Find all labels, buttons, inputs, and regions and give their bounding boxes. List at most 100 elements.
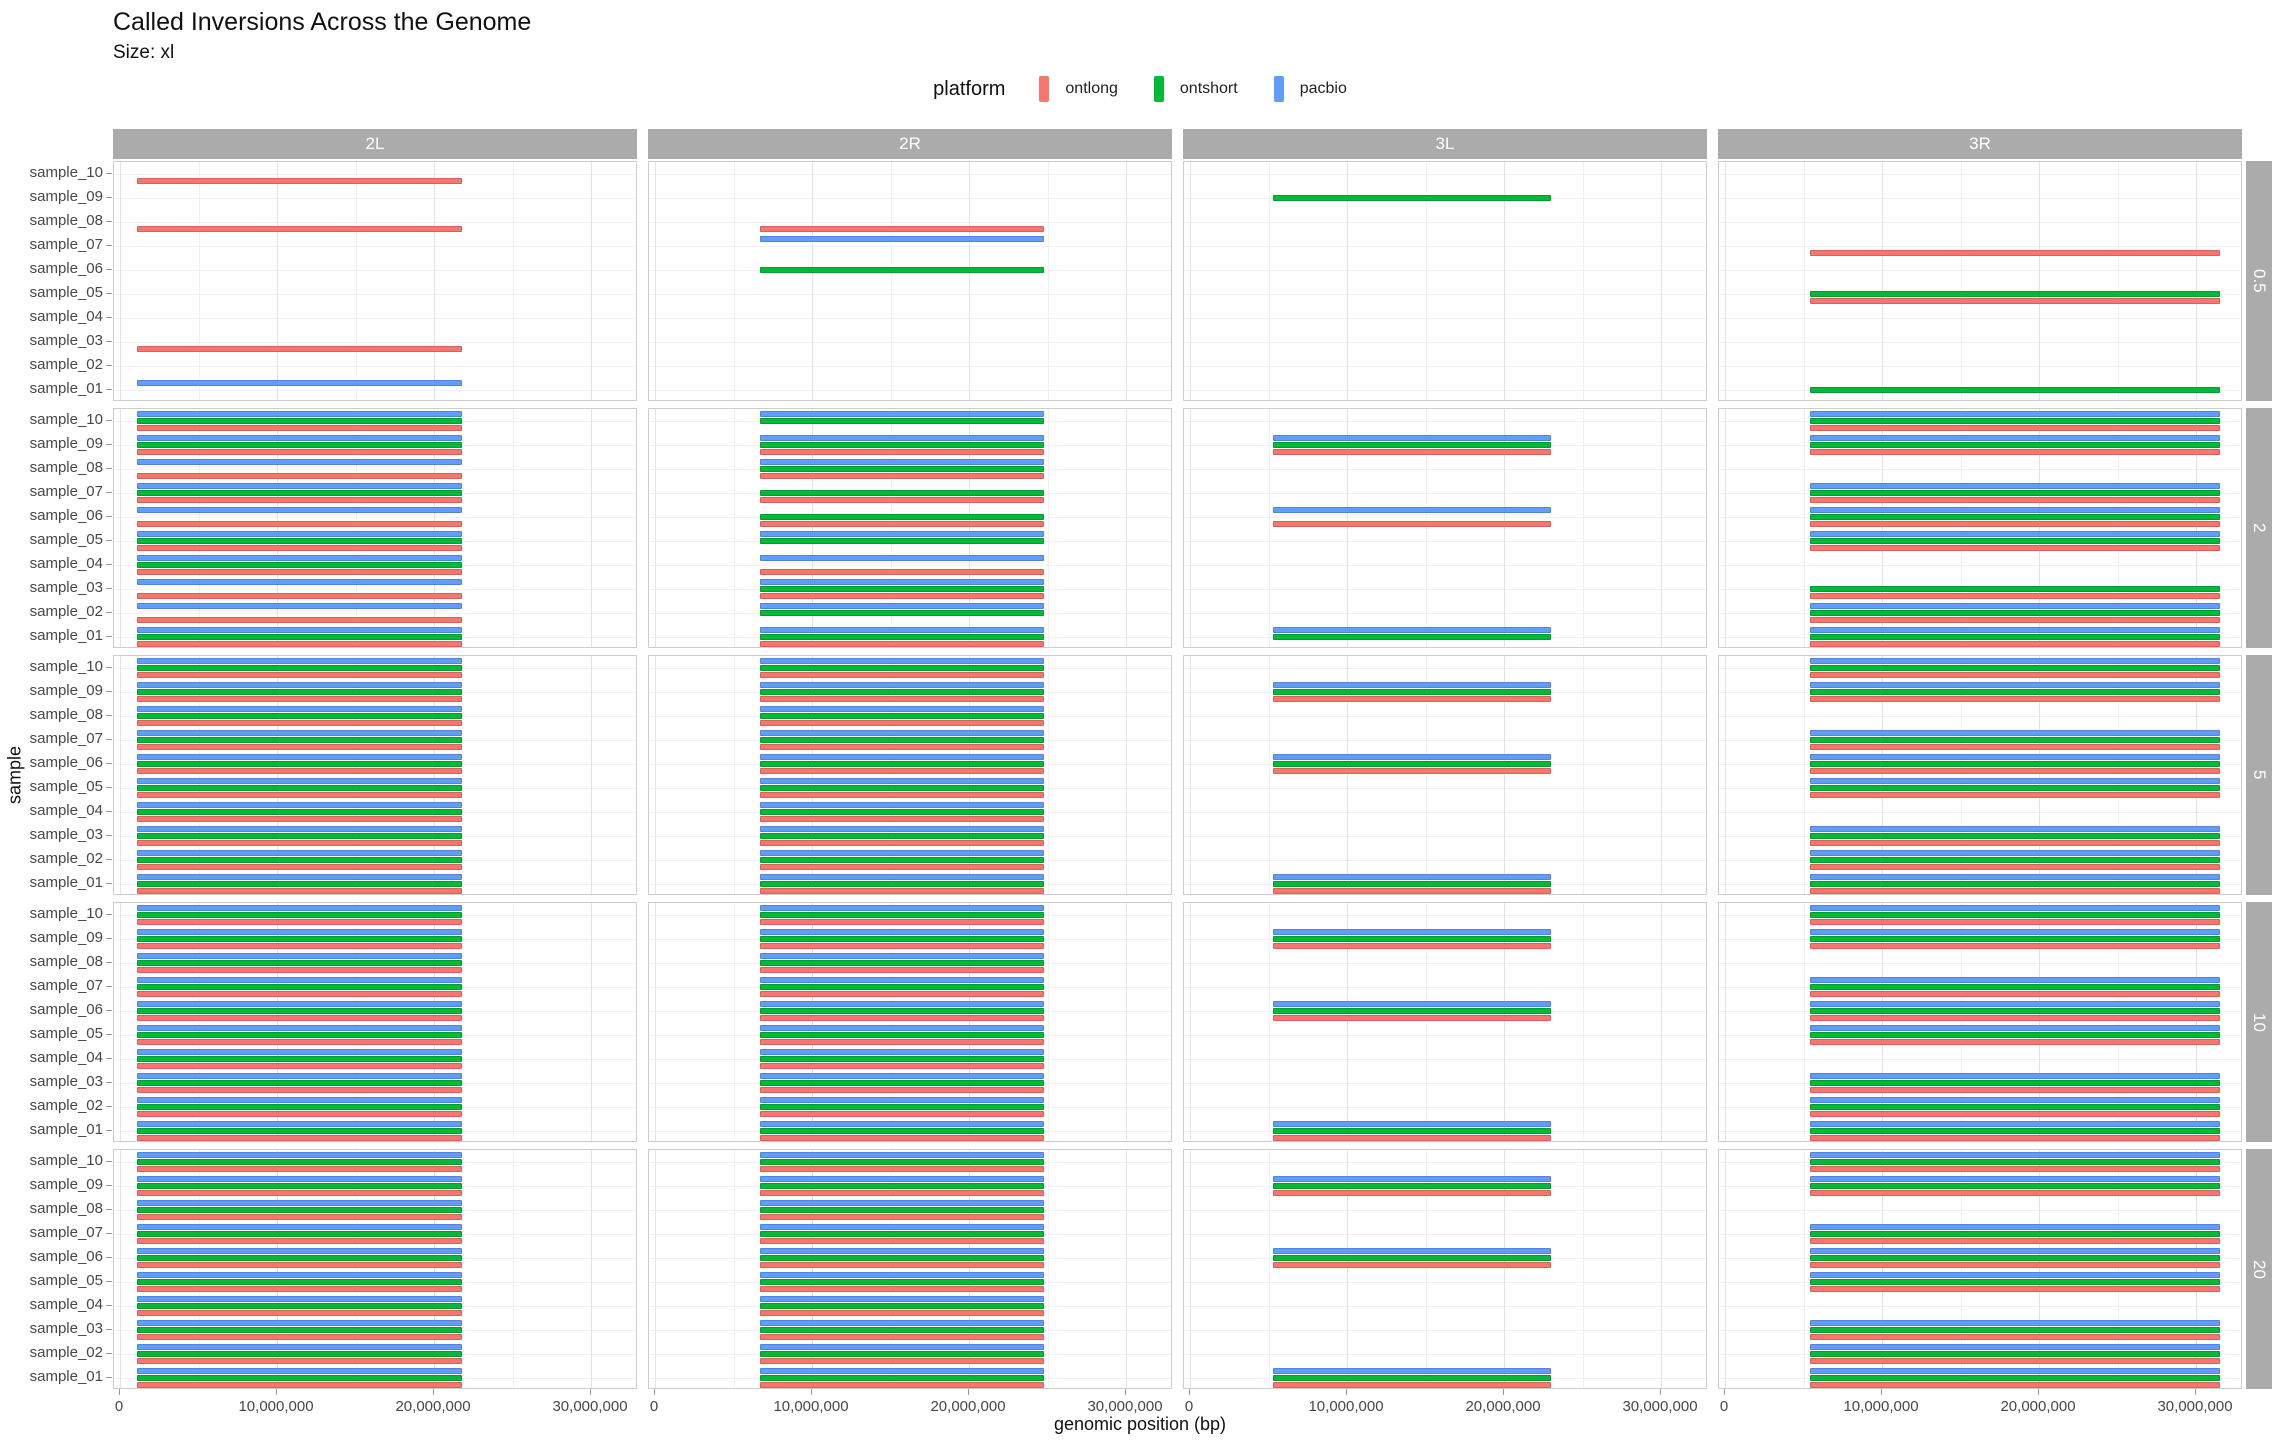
bar-ontlong xyxy=(760,967,1045,974)
gridline-h xyxy=(1184,421,1706,422)
bar-ontlong xyxy=(760,1111,1045,1118)
bar-ontshort xyxy=(1809,513,2220,521)
gridline-h xyxy=(1719,963,2241,964)
y-tick-label: sample_02 xyxy=(29,1344,103,1361)
bar-ontshort xyxy=(1809,609,2220,617)
bar-ontshort xyxy=(137,880,463,888)
bar-pacbio xyxy=(137,458,463,465)
bar-ontshort xyxy=(760,688,1045,696)
gridline-v-major xyxy=(1347,1150,1348,1388)
gridline-h xyxy=(1719,1210,2241,1211)
gridline-h xyxy=(1184,1282,1706,1283)
gridline-h xyxy=(1719,198,2241,199)
x-tick-mark xyxy=(1660,1389,1661,1395)
y-tick-mark xyxy=(106,245,112,246)
bar-pacbio xyxy=(1809,904,2220,911)
y-tick-label: sample_09 xyxy=(29,1176,103,1193)
bar-ontshort xyxy=(1809,1230,2220,1238)
bar-ontshort xyxy=(137,959,463,967)
bar-ontlong xyxy=(137,672,463,679)
gridline-h xyxy=(1184,1234,1706,1235)
gridline-v-minor xyxy=(1803,656,1805,894)
gridline-v-minor xyxy=(1803,903,1805,1141)
bar-ontshort xyxy=(1809,832,2220,840)
bar-ontshort xyxy=(1809,911,2220,919)
gridline-h xyxy=(1184,1306,1706,1307)
y-tick-label: sample_04 xyxy=(29,1296,103,1313)
bar-ontlong xyxy=(760,1310,1045,1317)
gridline-v-major xyxy=(2196,162,2197,400)
plot-title: Called Inversions Across the Genome xyxy=(113,8,532,36)
bar-ontshort xyxy=(137,1206,463,1214)
bar-ontlong xyxy=(1809,449,2220,456)
bar-ontlong xyxy=(137,1015,463,1022)
bar-pacbio xyxy=(1809,602,2220,609)
y-tick-label: sample_09 xyxy=(29,929,103,946)
gridline-h xyxy=(114,613,636,614)
facet-strip-top: 2L xyxy=(113,129,637,159)
gridline-v-major xyxy=(655,656,656,894)
gridline-v-minor xyxy=(733,409,735,647)
gridline-v-major xyxy=(812,409,813,647)
y-tick-label: sample_08 xyxy=(29,706,103,723)
gridline-v-major xyxy=(277,1150,278,1388)
gridline-h xyxy=(1184,963,1706,964)
bar-ontshort xyxy=(760,983,1045,991)
bar-pacbio xyxy=(137,681,463,688)
gridline-v-major xyxy=(2196,903,2197,1141)
legend-item-label: ontlong xyxy=(1065,80,1118,97)
bar-ontshort xyxy=(760,1326,1045,1334)
bar-ontlong xyxy=(760,720,1045,727)
y-tick-label: sample_03 xyxy=(29,1073,103,1090)
gridline-v-major xyxy=(120,903,121,1141)
bar-pacbio xyxy=(137,952,463,959)
gridline-v-minor xyxy=(1582,162,1584,400)
bar-pacbio xyxy=(760,1367,1045,1374)
bar-ontshort xyxy=(137,736,463,744)
bar-pacbio xyxy=(760,657,1045,664)
bar-ontshort xyxy=(1273,688,1552,696)
gridline-v-minor xyxy=(733,656,735,894)
bar-ontlong xyxy=(137,1238,463,1245)
x-tick-mark xyxy=(968,1389,969,1395)
facet-strip-right: 20 xyxy=(2246,1149,2272,1389)
bar-pacbio xyxy=(137,530,463,537)
gridline-h xyxy=(649,174,1171,175)
bar-ontshort xyxy=(137,537,463,545)
gridline-v-major xyxy=(277,903,278,1141)
bar-ontshort xyxy=(137,1055,463,1063)
gridline-v-major xyxy=(969,1150,970,1388)
bar-ontshort xyxy=(1273,760,1552,768)
bar-ontlong xyxy=(1809,943,2220,950)
bar-ontshort xyxy=(137,1031,463,1039)
y-tick-mark xyxy=(106,293,112,294)
bar-pacbio xyxy=(760,1223,1045,1230)
bar-ontlong xyxy=(137,919,463,926)
y-tick-label: sample_07 xyxy=(29,730,103,747)
bar-ontlong xyxy=(137,641,463,648)
bar-pacbio xyxy=(1809,482,2220,489)
bar-ontshort xyxy=(760,1230,1045,1238)
bar-ontlong xyxy=(1809,744,2220,751)
gridline-h xyxy=(1719,812,2241,813)
gridline-v-minor xyxy=(2117,409,2119,647)
gridline-v-major xyxy=(812,656,813,894)
bar-pacbio xyxy=(1809,1096,2220,1103)
bar-ontshort xyxy=(1809,585,2220,593)
bar-ontshort xyxy=(137,664,463,672)
bar-ontshort xyxy=(1809,1079,2220,1087)
gridline-v-major xyxy=(1725,409,1726,647)
bar-ontlong xyxy=(760,888,1045,895)
x-tick-label: 30,000,000 xyxy=(552,1398,628,1415)
gridline-h xyxy=(114,589,636,590)
gridline-v-minor xyxy=(733,162,735,400)
bar-ontshort xyxy=(760,1103,1045,1111)
bar-ontlong xyxy=(1809,1015,2220,1022)
bar-ontshort xyxy=(137,808,463,816)
bar-ontlong xyxy=(137,991,463,998)
bar-ontlong xyxy=(760,1214,1045,1221)
y-tick-label: sample_05 xyxy=(29,1272,103,1289)
x-tick-label: 10,000,000 xyxy=(1843,1398,1919,1415)
plot-subtitle: Size: xl xyxy=(113,42,175,63)
gridline-v-major xyxy=(1725,1150,1726,1388)
